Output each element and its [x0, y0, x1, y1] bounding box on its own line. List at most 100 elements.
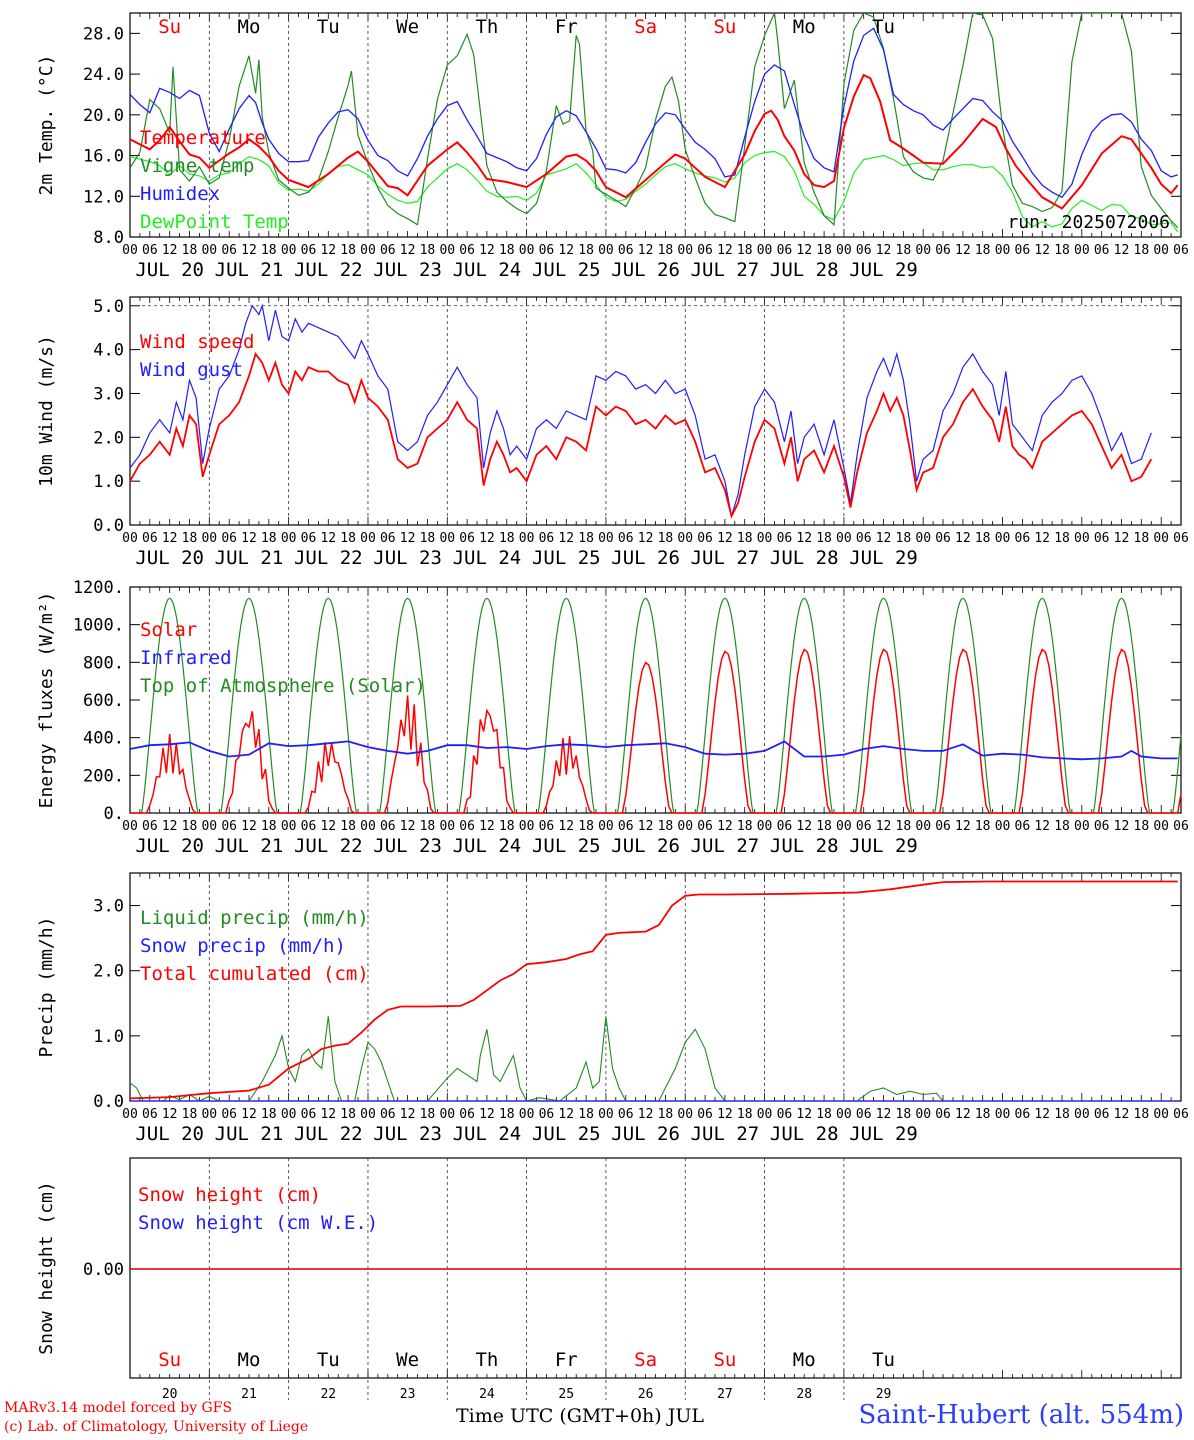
hour-tick-label: 06	[697, 819, 713, 834]
hour-tick-label: 18	[261, 1107, 277, 1122]
hour-tick-label: 06	[459, 531, 475, 546]
hour-tick-label: 06	[1173, 243, 1189, 258]
hour-tick-label: 06	[1094, 243, 1110, 258]
hour-ticks	[129, 587, 1182, 813]
hour-tick-label: 18	[578, 1107, 594, 1122]
hour-tick-label: 06	[618, 243, 634, 258]
hour-tick-label: 18	[182, 531, 198, 546]
hour-tick-label: 18	[1054, 531, 1070, 546]
hour-tick-label: 00	[915, 819, 931, 834]
y-tick-label: 0.	[104, 804, 124, 824]
y-tick-label: 12.0	[83, 187, 124, 207]
y-axis-label: Snow height (cm)	[36, 1181, 57, 1354]
hour-tick-label: 18	[975, 531, 991, 546]
hour-tick-label: 00	[122, 243, 138, 258]
hour-tick-label: 12	[876, 243, 892, 258]
hour-tick-label: 06	[380, 819, 396, 834]
hour-tick-label: 00	[122, 819, 138, 834]
hour-tick-label: 12	[638, 819, 654, 834]
date-label: JUL 24	[453, 835, 522, 857]
y-tick-label: 3.0	[93, 384, 124, 404]
series-line-dewpoint-temp	[130, 150, 1179, 233]
hour-tick-label: 12	[1114, 531, 1130, 546]
hour-tick-label: 06	[380, 531, 396, 546]
hour-tick-label: 06	[301, 1107, 317, 1122]
hour-tick-label: 18	[420, 531, 436, 546]
weekday-label: Su	[713, 16, 736, 38]
hour-tick-label: 06	[539, 819, 555, 834]
hour-tick-label: 00	[995, 819, 1011, 834]
hour-tick-label: 00	[1074, 1107, 1090, 1122]
hour-tick-label: 00	[281, 243, 297, 258]
hour-tick-label: 06	[301, 243, 317, 258]
day-number-label: 29	[876, 1387, 892, 1400]
panel-4: 3.0 2.0 1.0 0.0 Precip (mm/h) Liquid precip (…	[36, 872, 1189, 1145]
date-label: JUL 29	[849, 1123, 918, 1145]
weekday-label: Tu	[872, 1349, 895, 1371]
hour-tick-label: 12	[1114, 819, 1130, 834]
hour-tick-label: 18	[578, 819, 594, 834]
hour-tick-label: 06	[142, 243, 158, 258]
series-line-liquid-precip	[129, 1016, 1178, 1102]
hour-tick-label: 12	[876, 819, 892, 834]
hour-tick-label: 18	[340, 819, 356, 834]
hour-tick-label: 00	[677, 531, 693, 546]
date-label: JUL 29	[849, 259, 918, 281]
hour-tick-label: 12	[638, 531, 654, 546]
legend-entry: DewPoint Temp	[140, 211, 289, 233]
hour-tick-label: 12	[400, 819, 416, 834]
hour-tick-label: 00	[1153, 531, 1169, 546]
hour-tick-label: 06	[697, 243, 713, 258]
hour-tick-label: 06	[777, 819, 793, 834]
day-number-label: 22	[320, 1387, 336, 1400]
date-label: JUL 23	[373, 547, 442, 569]
hour-tick-label: 18	[658, 243, 674, 258]
date-label: JUL 25	[532, 547, 601, 569]
date-label: JUL 28	[770, 259, 839, 281]
hour-ticks	[129, 1370, 1182, 1378]
hour-tick-label: 12	[796, 531, 812, 546]
series-line-total-cumulated	[129, 880, 1178, 1100]
hour-tick-label: 12	[876, 1107, 892, 1122]
weekday-label: Mo	[238, 16, 261, 38]
hour-tick-label: 00	[1153, 1107, 1169, 1122]
hour-tick-label: 12	[162, 243, 178, 258]
hour-tick-label: 06	[1173, 531, 1189, 546]
day-number-label: 25	[558, 1387, 574, 1400]
day-number-label: 24	[479, 1387, 495, 1400]
weekday-label: We	[396, 16, 419, 38]
hour-tick-label: 18	[340, 243, 356, 258]
legend-entry: Temperature	[140, 127, 266, 149]
date-label: JUL 25	[532, 1123, 601, 1145]
hour-tick-label: 06	[697, 1107, 713, 1122]
y-tick-label: 200.	[83, 766, 124, 786]
legend-entry: Solar	[140, 619, 197, 641]
legend-entry: Top of Atmosphere (Solar)	[140, 675, 426, 697]
hour-tick-label: 06	[142, 819, 158, 834]
hour-tick-label: 12	[479, 819, 495, 834]
hour-tick-label: 00	[519, 531, 535, 546]
hour-tick-label: 12	[717, 531, 733, 546]
date-label: JUL 20	[135, 1123, 204, 1145]
y-tick-label: 3.0	[93, 897, 124, 917]
hour-tick-label: 00	[360, 243, 376, 258]
hour-tick-label: 12	[717, 243, 733, 258]
hour-tick-label: 12	[1034, 1107, 1050, 1122]
date-label: JUL 28	[770, 835, 839, 857]
y-tick-label: 0.0	[93, 516, 124, 536]
hour-tick-label: 06	[856, 531, 872, 546]
hour-tick-label: 18	[816, 819, 832, 834]
hour-tick-label: 18	[1054, 243, 1070, 258]
date-label: JUL 25	[532, 259, 601, 281]
series-line-wind-speed	[129, 352, 1153, 519]
hour-tick-label: 18	[499, 819, 515, 834]
weekday-label: Su	[158, 1349, 181, 1371]
hour-tick-label: 18	[499, 243, 515, 258]
hour-tick-label: 00	[360, 819, 376, 834]
weekday-label: Sa	[634, 16, 657, 38]
hour-tick-label: 12	[717, 819, 733, 834]
hour-tick-label: 00	[995, 531, 1011, 546]
date-label: JUL 20	[135, 547, 204, 569]
hour-tick-label: 00	[915, 1107, 931, 1122]
date-label: JUL 22	[294, 835, 363, 857]
